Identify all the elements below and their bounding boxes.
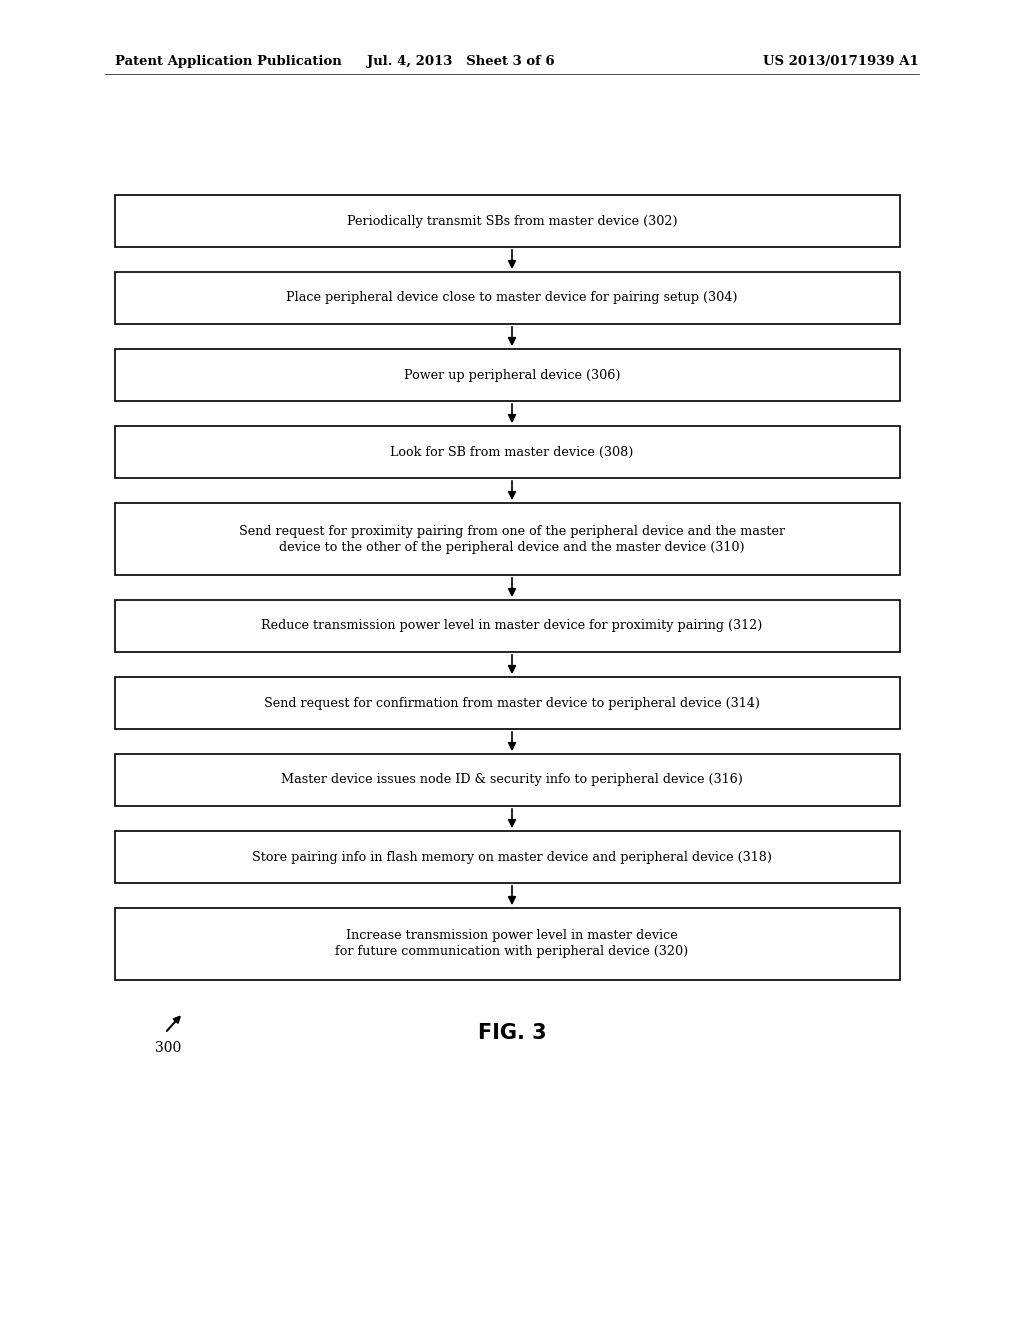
Text: Power up peripheral device (306): Power up peripheral device (306) [403,368,621,381]
Text: Send request for confirmation from master device to peripheral device (314): Send request for confirmation from maste… [264,697,760,710]
Text: 300: 300 [155,1041,181,1055]
Text: FIG. 3: FIG. 3 [477,1023,547,1043]
Bar [115,272,900,323]
Bar [115,754,900,807]
Bar [115,503,900,576]
Text: Periodically transmit SBs from master device (302): Periodically transmit SBs from master de… [347,214,677,227]
Text: Master device issues node ID & security info to peripheral device (316): Master device issues node ID & security … [281,774,743,787]
Text: Jul. 4, 2013   Sheet 3 of 6: Jul. 4, 2013 Sheet 3 of 6 [367,55,555,69]
Bar [115,348,900,401]
Text: Increase transmission power level in master device: Increase transmission power level in mas… [346,929,678,942]
Bar [115,601,900,652]
Bar [115,426,900,478]
Text: Patent Application Publication: Patent Application Publication [115,55,342,69]
Text: US 2013/0171939 A1: US 2013/0171939 A1 [763,55,919,69]
Bar [115,677,900,729]
Bar [115,832,900,883]
Bar [115,908,900,979]
Text: Place peripheral device close to master device for pairing setup (304): Place peripheral device close to master … [287,292,737,305]
Bar [115,195,900,247]
Text: Store pairing info in flash memory on master device and peripheral device (318): Store pairing info in flash memory on ma… [252,850,772,863]
Text: device to the other of the peripheral device and the master device (310): device to the other of the peripheral de… [280,540,744,553]
Text: Look for SB from master device (308): Look for SB from master device (308) [390,446,634,458]
Text: for future communication with peripheral device (320): for future communication with peripheral… [336,945,688,958]
Text: Send request for proximity pairing from one of the peripheral device and the mas: Send request for proximity pairing from … [239,524,785,537]
Text: Reduce transmission power level in master device for proximity pairing (312): Reduce transmission power level in maste… [261,619,763,632]
